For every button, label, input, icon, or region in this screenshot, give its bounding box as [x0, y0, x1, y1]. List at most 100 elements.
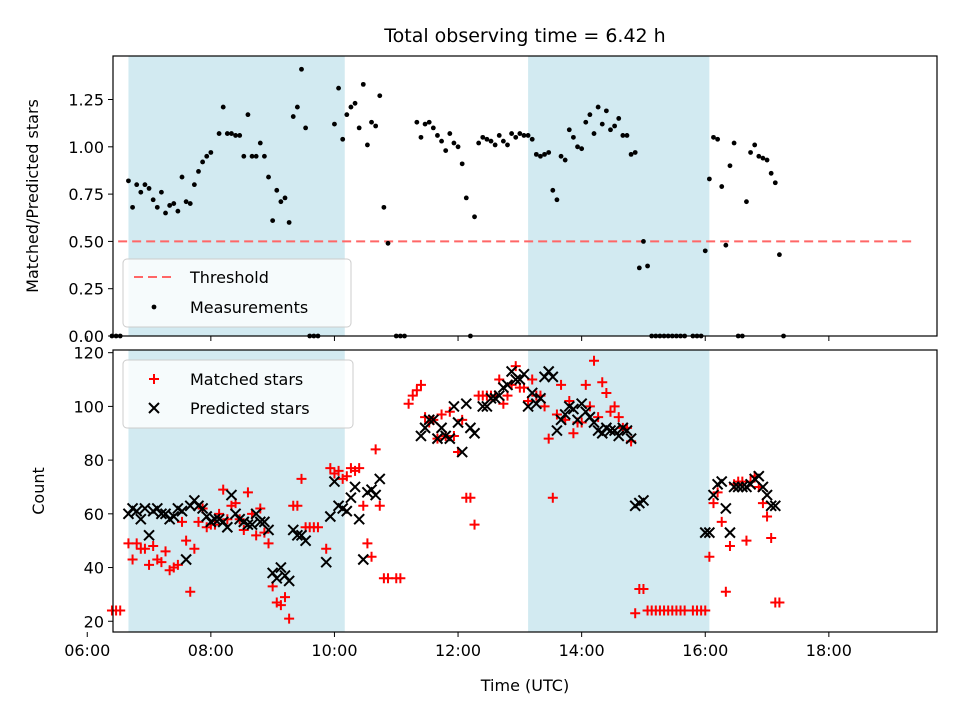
legend-predicted-label: Predicted stars	[190, 399, 310, 418]
bottom-x-tick-label: 08:00	[188, 641, 234, 660]
top-data-point	[476, 140, 482, 146]
top-data-point	[249, 153, 255, 159]
top-data-point	[237, 133, 243, 138]
top-data-point	[517, 131, 523, 136]
top-data-point	[130, 204, 135, 210]
bottom-x-tick-label: 18:00	[806, 641, 852, 660]
bottom-data-point-predicted	[262, 524, 275, 536]
top-data-point	[496, 133, 502, 138]
bottom-data-point-matched	[333, 465, 344, 476]
bottom-data-point-predicted	[588, 416, 600, 429]
top-data-point	[270, 218, 276, 223]
bottom-data-point-matched	[700, 605, 711, 616]
top-data-point	[142, 182, 148, 188]
bottom-data-point-predicted	[135, 513, 147, 525]
bottom-data-point-predicted	[271, 572, 283, 584]
top-data-point	[163, 210, 168, 216]
bottom-axes-frame	[112, 349, 938, 633]
top-data-point	[150, 197, 156, 203]
top-data-point	[134, 182, 140, 188]
bottom-data-point-matched	[259, 527, 270, 538]
top-data-point	[566, 127, 572, 133]
bottom-data-point-predicted	[716, 475, 728, 488]
top-y-tick-label: 1.00	[68, 138, 104, 157]
bottom-data-point-matched	[448, 430, 459, 441]
top-data-point	[641, 239, 646, 244]
bottom-data-point-matched	[127, 554, 138, 565]
bottom-data-point-predicted	[559, 408, 571, 421]
bottom-data-point-matched	[115, 605, 126, 616]
bottom-data-point-matched	[774, 597, 785, 608]
bottom-data-point-predicted	[180, 553, 192, 566]
bottom-shaded-region	[528, 350, 710, 632]
top-data-point	[451, 140, 457, 146]
bottom-data-point-matched	[222, 514, 233, 525]
top-data-point	[179, 174, 185, 180]
bottom-data-point-predicted	[456, 446, 468, 458]
bottom-data-point-matched	[407, 390, 418, 401]
bottom-data-point-predicted	[575, 398, 588, 410]
bottom-data-point-matched	[177, 516, 188, 527]
top-data-point	[282, 195, 288, 201]
bottom-y-tick-label: 120	[73, 344, 104, 363]
bottom-data-point-predicted	[621, 424, 633, 437]
bottom-data-point-predicted	[724, 526, 736, 539]
bottom-data-point-matched	[436, 409, 447, 420]
top-data-point	[608, 127, 613, 133]
bottom-data-point-predicted	[444, 432, 456, 445]
top-data-point	[505, 142, 510, 148]
bottom-data-point-predicted	[468, 427, 481, 439]
bottom-data-point-matched	[638, 584, 649, 595]
top-data-point	[579, 146, 585, 152]
top-data-point	[558, 153, 564, 159]
top-data-point	[233, 133, 238, 138]
bottom-data-point-matched	[275, 600, 286, 611]
bottom-data-point-matched	[325, 463, 336, 474]
bottom-data-point-matched	[172, 559, 183, 570]
top-data-point	[146, 186, 152, 191]
bottom-data-point-matched	[280, 592, 291, 603]
top-data-point	[356, 125, 362, 131]
bottom-data-point-matched	[704, 551, 715, 562]
bottom-data-point-predicted	[369, 489, 382, 501]
top-data-point	[352, 100, 358, 106]
top-data-point	[459, 161, 465, 167]
bottom-data-point-predicted	[353, 513, 365, 525]
chart-title: Total observing time = 6.42 h	[383, 25, 665, 47]
bottom-data-point-matched	[284, 613, 295, 624]
bottom-data-point-matched	[762, 511, 773, 522]
bottom-data-point-matched	[597, 377, 608, 388]
bottom-data-point-predicted	[221, 521, 234, 533]
top-data-point	[760, 155, 766, 161]
bottom-data-point-predicted	[757, 481, 769, 493]
top-data-point	[636, 265, 642, 271]
top-y-tick-label: 0.25	[68, 280, 104, 299]
top-data-point	[159, 189, 164, 195]
bottom-data-point-predicted	[168, 510, 180, 523]
top-data-point	[229, 131, 234, 136]
bottom-data-point-predicted	[625, 432, 637, 445]
top-data-point	[706, 176, 712, 182]
bottom-data-point-matched	[312, 522, 323, 533]
bottom-y-tick-label: 60	[84, 505, 104, 524]
bottom-data-point-predicted	[493, 389, 505, 402]
bottom-data-point-matched	[580, 379, 591, 390]
bottom-data-point-matched	[741, 535, 752, 546]
bottom-data-point-matched	[218, 484, 229, 495]
top-data-point	[414, 119, 420, 125]
legend-matched-swatch	[149, 374, 159, 384]
top-data-point	[744, 199, 749, 205]
bottom-data-point-predicted	[769, 500, 781, 512]
bottom-data-point-predicted	[720, 502, 732, 515]
top-data-point	[204, 153, 210, 159]
bottom-x-tick-label: 16:00	[682, 641, 728, 660]
top-data-point	[303, 125, 309, 131]
bottom-data-point-predicted	[522, 400, 534, 413]
bottom-data-point-predicted	[761, 489, 773, 501]
bottom-data-point-predicted	[283, 575, 295, 587]
bottom-data-point-matched	[358, 500, 369, 511]
top-data-point	[294, 104, 300, 110]
bottom-data-point-predicted	[452, 416, 464, 429]
top-legend-box	[122, 258, 352, 328]
